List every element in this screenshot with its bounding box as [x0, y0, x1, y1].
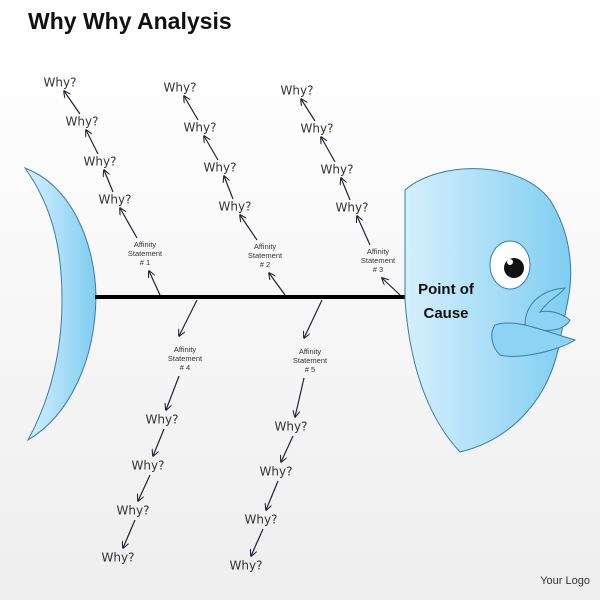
- head-label: Point of: [418, 281, 475, 298]
- why-label: Why?: [230, 559, 263, 573]
- why-label: Why?: [66, 115, 99, 129]
- affinity-statement: Affinity: [254, 242, 277, 251]
- arrow: [304, 299, 323, 338]
- why-label: Why?: [301, 122, 334, 136]
- arrow: [64, 91, 81, 115]
- affinity-statement: # 4: [180, 363, 190, 372]
- logo: Your Logo: [540, 575, 590, 587]
- affinity-statement: # 3: [373, 265, 383, 274]
- affinity-statement: Affinity: [134, 240, 157, 249]
- lower-lip: [491, 322, 577, 357]
- why-label: Why?: [219, 200, 252, 214]
- upper-lip: [524, 287, 571, 331]
- affinity-statement: # 2: [260, 260, 270, 269]
- affinity-statement: Statement: [248, 251, 283, 260]
- arrow: [204, 136, 219, 161]
- why-label: Why?: [281, 84, 314, 98]
- head-label: Cause: [423, 305, 468, 322]
- arrow: [382, 278, 401, 296]
- why-label: Why?: [84, 155, 117, 169]
- arrow: [295, 377, 305, 417]
- arrow: [281, 435, 294, 462]
- arrow: [184, 96, 199, 121]
- why-label: Why?: [260, 465, 293, 479]
- arrow: [153, 428, 165, 456]
- arrow: [120, 208, 138, 239]
- arrow: [104, 170, 114, 193]
- title: Why Why Analysis: [28, 8, 232, 34]
- affinity-statement: Statement: [361, 256, 396, 265]
- arrow: [301, 99, 316, 122]
- arrow: [166, 375, 180, 410]
- why-label: Why?: [336, 201, 369, 215]
- why-label: Why?: [164, 81, 197, 95]
- affinity-statement: # 5: [305, 365, 315, 374]
- arrow: [149, 271, 161, 296]
- why-label: Why?: [117, 504, 150, 518]
- why-label: Why?: [44, 76, 77, 90]
- affinity-statement: # 1: [140, 258, 150, 267]
- fish-tail: [23, 166, 97, 442]
- affinity-statement: Affinity: [367, 247, 390, 256]
- arrow: [138, 474, 151, 501]
- why-label: Why?: [245, 513, 278, 527]
- affinity-statement: Statement: [293, 356, 328, 365]
- arrow: [357, 216, 371, 246]
- why-label: Why?: [321, 163, 354, 177]
- why-label: Why?: [99, 193, 132, 207]
- arrow: [240, 215, 258, 241]
- why-label: Why?: [275, 420, 308, 434]
- affinity-statement: Affinity: [299, 347, 322, 356]
- arrow: [179, 299, 198, 336]
- arrow: [341, 178, 351, 201]
- arrow: [123, 519, 136, 548]
- why-label: Why?: [184, 121, 217, 135]
- eye-glint: [507, 259, 513, 265]
- affinity-statement: Statement: [168, 354, 203, 363]
- arrow: [269, 273, 286, 296]
- arrow: [224, 176, 234, 200]
- affinity-statement: Statement: [128, 249, 163, 258]
- arrow: [321, 137, 336, 163]
- affinity-statement: Affinity: [174, 345, 197, 354]
- why-label: Why?: [102, 551, 135, 565]
- why-label: Why?: [146, 413, 179, 427]
- pupil: [504, 258, 524, 278]
- why-label: Why?: [204, 161, 237, 175]
- arrow: [266, 480, 279, 510]
- arrow: [251, 528, 264, 556]
- arrow: [86, 130, 99, 155]
- why-label: Why?: [132, 459, 165, 473]
